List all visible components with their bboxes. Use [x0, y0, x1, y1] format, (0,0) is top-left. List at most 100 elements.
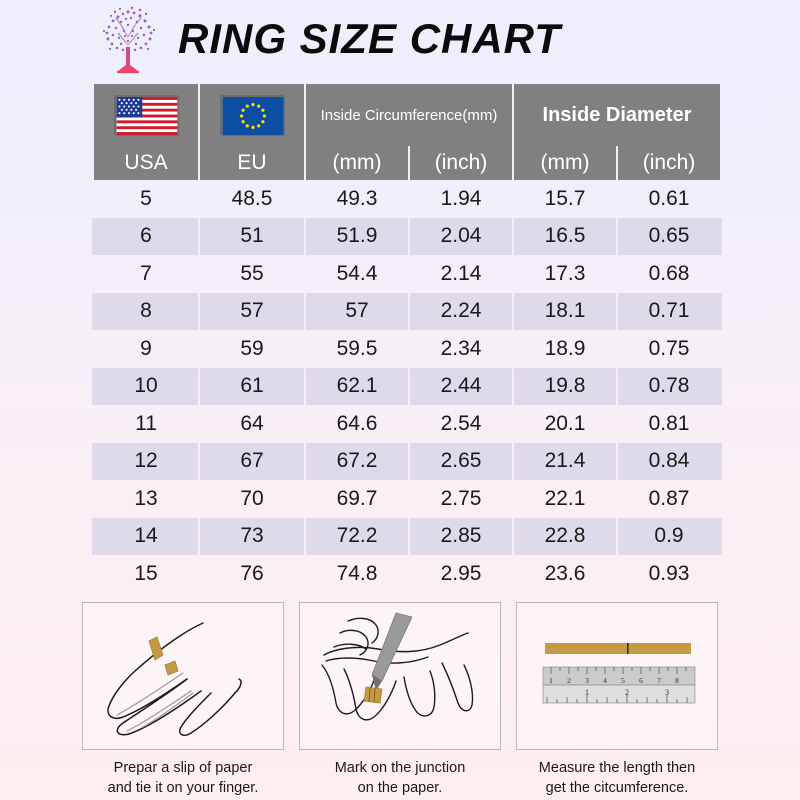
- cell-circ-mm: 49.3: [336, 186, 378, 210]
- cell-eu: 64: [240, 411, 264, 435]
- cell-eu: 57: [200, 292, 304, 330]
- table-row: 15 76 74.8 2.95 23.6 0.93: [94, 555, 720, 593]
- eu-flag-icon: [220, 95, 285, 136]
- cell-dia-inch: 0.81: [648, 411, 690, 435]
- cell-dia-inch: 0.9: [618, 517, 721, 555]
- svg-text:1: 1: [549, 676, 553, 685]
- cell-dia-mm: 20.1: [544, 411, 586, 435]
- svg-text:3: 3: [665, 688, 669, 697]
- table-header-row-flags: Inside Circumference(mm) Inside Diameter: [94, 84, 721, 146]
- page-title: RING SIZE CHART: [178, 15, 561, 62]
- cell-circ-inch: 2.44: [410, 367, 512, 405]
- cell-dia-inch: 0.75: [648, 336, 690, 360]
- cell-dia-inch: 0.68: [648, 261, 690, 285]
- cell-usa: 11: [135, 411, 157, 435]
- instruction-step-2-caption: Mark on the junction on the paper.: [299, 759, 501, 798]
- tree-logo-icon: [96, 3, 160, 75]
- cell-dia-inch: 0.87: [648, 486, 690, 510]
- circumference-mm-header: (mm): [306, 146, 408, 180]
- cell-dia-mm: 19.8: [514, 367, 616, 405]
- instruction-step-3: 1 2 3 4 5 6 7 8 1 2 3: [516, 602, 718, 798]
- cell-eu: 59: [240, 336, 264, 360]
- svg-text:1: 1: [585, 688, 589, 697]
- table-row: 5 48.5 49.3 1.94 15.7 0.61: [94, 180, 720, 218]
- cell-circ-mm: 51.9: [306, 217, 408, 255]
- ring-size-table-container: Inside Circumference(mm) Inside Diameter…: [92, 84, 721, 593]
- diameter-mm-header: (mm): [514, 146, 616, 180]
- cell-circ-inch: 2.34: [440, 336, 482, 360]
- cell-eu: 76: [240, 561, 264, 585]
- cell-dia-mm: 17.3: [544, 261, 586, 285]
- cell-usa: 6: [94, 217, 198, 255]
- cell-circ-inch: 1.94: [440, 186, 482, 210]
- cell-dia-mm: 18.1: [514, 292, 616, 330]
- cell-eu: 48.5: [231, 186, 273, 210]
- cell-circ-inch: 2.95: [440, 561, 482, 585]
- svg-text:3: 3: [585, 676, 589, 685]
- hand-marking-paper-icon: [299, 602, 501, 750]
- cell-circ-inch: 2.65: [410, 442, 512, 480]
- table-row: 7 55 54.4 2.14 17.3 0.68: [94, 255, 720, 293]
- cell-usa: 12: [94, 442, 198, 480]
- table-row: 12 67 67.2 2.65 21.4 0.84: [94, 442, 721, 480]
- cell-dia-inch: 0.61: [648, 186, 690, 210]
- cell-circ-mm: 62.1: [306, 367, 408, 405]
- instruction-step-1-caption: Prepar a slip of paper and tie it on you…: [82, 759, 284, 798]
- svg-text:4: 4: [603, 676, 607, 685]
- usa-flag-header: [94, 84, 198, 146]
- cell-dia-mm: 22.8: [514, 517, 616, 555]
- hand-with-paper-strip-icon: [82, 602, 284, 750]
- table-row: 13 70 69.7 2.75 22.1 0.87: [94, 480, 720, 518]
- svg-text:2: 2: [567, 676, 571, 685]
- instruction-step-3-line2: get the citcumference.: [545, 779, 689, 796]
- cell-dia-mm: 23.6: [544, 561, 586, 585]
- cell-eu: 61: [200, 367, 304, 405]
- cell-dia-mm: 15.7: [544, 186, 586, 210]
- cell-dia-mm: 18.9: [544, 336, 586, 360]
- cell-circ-mm: 69.7: [336, 486, 378, 510]
- cell-usa: 8: [94, 292, 198, 330]
- cell-circ-mm: 54.4: [336, 261, 378, 285]
- instruction-step-2-line1: Mark on the junction: [334, 760, 466, 776]
- cell-eu: 67: [200, 442, 304, 480]
- circumference-group-header: Inside Circumference(mm): [306, 84, 512, 146]
- cell-dia-inch: 0.65: [618, 217, 721, 255]
- cell-dia-inch: 0.78: [618, 367, 721, 405]
- cell-circ-mm: 57: [306, 292, 408, 330]
- cell-dia-mm: 16.5: [514, 217, 616, 255]
- diameter-inch-header: (inch): [618, 146, 721, 180]
- cell-circ-inch: 2.14: [440, 261, 482, 285]
- instruction-step-3-line1: Measure the length then: [538, 760, 696, 776]
- cell-circ-mm: 64.6: [336, 411, 378, 435]
- instruction-step-1: Prepar a slip of paper and tie it on you…: [82, 602, 284, 798]
- usa-flag-icon: [114, 95, 179, 136]
- svg-text:6: 6: [639, 676, 643, 685]
- table-row: 10 61 62.1 2.44 19.8 0.78: [94, 367, 721, 405]
- table-row: 11 64 64.6 2.54 20.1 0.81: [94, 405, 720, 443]
- page-header: RING SIZE CHART: [0, 0, 800, 78]
- usa-column-label: USA: [94, 146, 198, 180]
- cell-usa: 10: [94, 367, 198, 405]
- svg-text:7: 7: [657, 676, 661, 685]
- cell-circ-inch: 2.24: [410, 292, 512, 330]
- cell-circ-mm: 67.2: [306, 442, 408, 480]
- cell-circ-mm: 74.8: [336, 561, 378, 585]
- cell-circ-inch: 2.54: [440, 411, 482, 435]
- cell-usa: 15: [134, 561, 158, 585]
- cell-circ-inch: 2.75: [440, 486, 482, 510]
- cell-eu: 51: [200, 217, 304, 255]
- table-row: 9 59 59.5 2.34 18.9 0.75: [94, 330, 720, 368]
- circumference-inch-header: (inch): [410, 146, 512, 180]
- instruction-step-2-line2: on the paper.: [357, 779, 443, 796]
- table-row: 6 51 51.9 2.04 16.5 0.65: [94, 217, 721, 255]
- svg-text:8: 8: [675, 676, 679, 685]
- cell-dia-inch: 0.71: [618, 292, 721, 330]
- cell-usa: 14: [94, 517, 198, 555]
- cell-usa: 5: [140, 186, 152, 210]
- svg-text:2: 2: [625, 688, 629, 697]
- cell-circ-mm: 72.2: [306, 517, 408, 555]
- instruction-step-1-line1: Prepar a slip of paper: [113, 760, 253, 776]
- cell-circ-inch: 2.04: [410, 217, 512, 255]
- table-row: 8 57 57 2.24 18.1 0.71: [94, 292, 721, 330]
- ring-size-table: Inside Circumference(mm) Inside Diameter…: [92, 84, 722, 593]
